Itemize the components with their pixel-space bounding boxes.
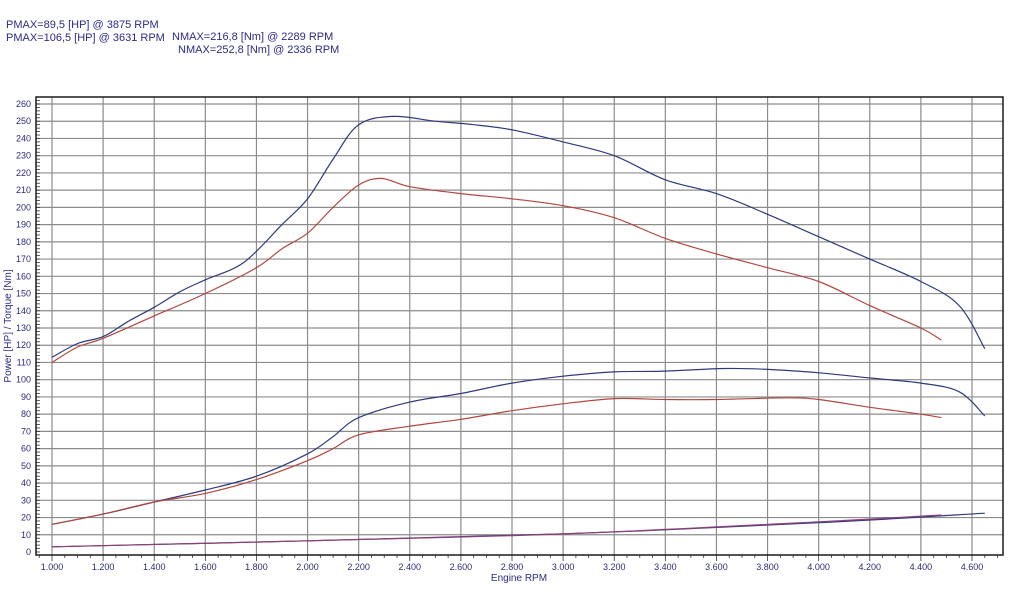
x-tick-label: 4.000 xyxy=(807,562,830,572)
y-tick-label: 80 xyxy=(21,409,31,419)
y-tick-label: 130 xyxy=(16,323,31,333)
header-line-stock: PMAX=89,5 [HP] @ 3875 RPM NMAX=216,8 [Nm… xyxy=(6,7,333,43)
y-tick-label: 60 xyxy=(21,444,31,454)
x-axis-label: Engine RPM xyxy=(491,573,547,584)
curves xyxy=(51,115,986,548)
x-tick-label: 2.200 xyxy=(347,562,370,572)
y-tick-label: 140 xyxy=(16,306,31,316)
x-tick-label: 3.600 xyxy=(705,562,728,572)
y-tick-label: 260 xyxy=(16,99,31,109)
pmax-stock-label: PMAX=89,5 [HP] @ 3875 RPM xyxy=(6,19,159,31)
curve-torque-stock-nm xyxy=(51,177,942,364)
x-tick-label: 4.200 xyxy=(859,562,882,572)
y-tick-label: 100 xyxy=(16,375,31,385)
x-tick-label: 2.800 xyxy=(501,562,524,572)
x-tick-label: 2.400 xyxy=(399,562,422,572)
y-tick-label: 40 xyxy=(21,478,31,488)
y-tick-label: 10 xyxy=(21,530,31,540)
x-tick-label: 1.400 xyxy=(143,562,166,572)
curve-loss-tuned xyxy=(51,512,985,548)
x-tick-label: 3.200 xyxy=(603,562,626,572)
x-tick-labels: 1.000 1.200 1.400 1.600 1.800 2.000 2.200 2.400… xyxy=(41,562,984,572)
y-tick-label: 150 xyxy=(16,289,31,299)
curve-torque-tuned-nm xyxy=(51,115,986,358)
curve-power-tuned-hp xyxy=(51,367,986,525)
plot-frame xyxy=(35,96,1004,556)
x-tick-label: 4.600 xyxy=(961,562,984,572)
y-tick-label: 220 xyxy=(16,168,31,178)
y-tick-label: 230 xyxy=(16,151,31,161)
y-tick-label: 170 xyxy=(16,254,31,264)
y-tick-label: 0 xyxy=(26,547,31,557)
y-tick-label: 250 xyxy=(16,116,31,126)
y-tick-label: 120 xyxy=(16,340,31,350)
pmax-tuned-label: PMAX=106,5 [HP] @ 3631 RPM xyxy=(6,32,165,44)
y-tick-label: 180 xyxy=(16,237,31,247)
y-tick-label: 160 xyxy=(16,271,31,281)
y-tick-labels: 0 10 20 30 40 50 60 70 80 90 100 110 120 130 140 150 160… xyxy=(16,99,31,557)
y-tick-label: 50 xyxy=(21,461,31,471)
minor-ticks xyxy=(36,100,998,561)
x-tick-label: 3.000 xyxy=(552,562,575,572)
x-tick-label: 1.200 xyxy=(92,562,115,572)
header-line-tuned: PMAX=106,5 [HP] @ 3631 RPM NMAX=252,8 [N… xyxy=(6,20,339,56)
nmax-tuned-label: NMAX=252,8 [Nm] @ 2336 RPM xyxy=(178,44,340,56)
y-tick-label: 200 xyxy=(16,202,31,212)
x-tick-label: 3.800 xyxy=(756,562,779,572)
y-axis-label: Power [HP] / Torque [Nm] xyxy=(3,269,14,382)
x-tick-label: 3.400 xyxy=(654,562,677,572)
x-tick-label: 1.800 xyxy=(245,562,268,572)
x-tick-label: 4.400 xyxy=(910,562,933,572)
x-tick-label: 1.000 xyxy=(41,562,64,572)
y-tick-label: 20 xyxy=(21,513,31,523)
x-tick-label: 2.600 xyxy=(450,562,473,572)
curve-power-stock-hp xyxy=(51,397,942,525)
grid-lines xyxy=(36,97,1003,555)
curve-loss-stock xyxy=(51,514,942,548)
y-tick-label: 30 xyxy=(21,495,31,505)
y-tick-label: 110 xyxy=(17,357,31,367)
y-tick-label: 90 xyxy=(21,392,31,402)
nmax-stock-label: NMAX=216,8 [Nm] @ 2289 RPM xyxy=(172,31,334,43)
y-tick-label: 70 xyxy=(21,426,31,436)
y-tick-label: 190 xyxy=(16,220,31,230)
x-tick-label: 1.600 xyxy=(194,562,217,572)
x-tick-label: 2.000 xyxy=(296,562,319,572)
y-tick-label: 240 xyxy=(16,133,31,143)
y-tick-label: 210 xyxy=(16,185,31,195)
